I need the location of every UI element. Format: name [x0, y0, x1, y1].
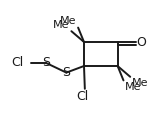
Text: Me: Me: [60, 16, 76, 26]
Text: O: O: [136, 36, 146, 48]
Text: Cl: Cl: [12, 57, 24, 69]
Text: Me: Me: [125, 82, 142, 92]
Text: S: S: [62, 66, 70, 79]
Text: S: S: [42, 57, 50, 69]
Text: Cl: Cl: [76, 90, 88, 102]
Text: Me: Me: [53, 20, 70, 30]
Text: Me: Me: [132, 78, 148, 88]
